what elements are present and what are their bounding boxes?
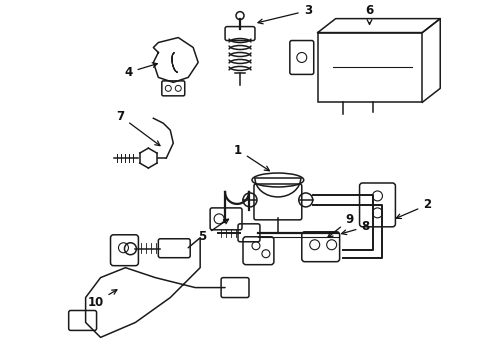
Text: 6: 6 — [365, 4, 373, 24]
Text: 8: 8 — [341, 220, 369, 235]
Text: 1: 1 — [233, 144, 269, 171]
Text: 10: 10 — [87, 290, 117, 309]
Text: 9: 9 — [327, 213, 353, 237]
Text: 2: 2 — [395, 198, 430, 219]
Text: 3: 3 — [258, 4, 311, 24]
Text: 7: 7 — [116, 110, 160, 146]
Text: 4: 4 — [124, 63, 157, 79]
Text: 5: 5 — [198, 219, 228, 243]
Bar — [317, 32, 422, 102]
